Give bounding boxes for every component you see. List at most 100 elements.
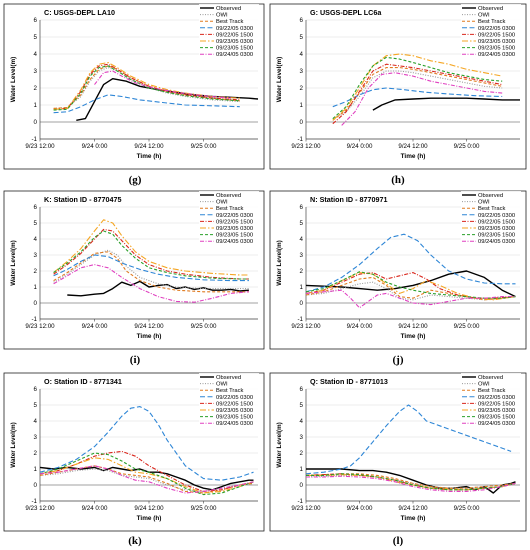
legend-entry: OWI bbox=[478, 13, 490, 19]
x-tick-label: 9/24 0:00 bbox=[347, 505, 373, 512]
series-line bbox=[53, 251, 249, 293]
series-line bbox=[306, 474, 516, 491]
series-line bbox=[305, 289, 516, 309]
y-tick-label: 3 bbox=[34, 68, 38, 75]
legend-entry: 09/23/05 1500 bbox=[216, 46, 253, 52]
y-tick-label: 5 bbox=[300, 220, 304, 227]
series-line bbox=[39, 450, 254, 492]
series-line bbox=[305, 272, 516, 299]
y-tick-label: 0 bbox=[300, 300, 304, 307]
legend-entry: 09/22/05 1500 bbox=[478, 401, 515, 407]
y-tick-label: 1 bbox=[300, 284, 304, 291]
chart-title: K: Station ID - 8770475 bbox=[44, 195, 122, 204]
x-tick-label: 9/25 0:00 bbox=[454, 505, 480, 512]
panel-label: (l) bbox=[393, 535, 404, 547]
series-line bbox=[341, 72, 503, 126]
series-line bbox=[53, 228, 249, 280]
series-line bbox=[53, 67, 240, 109]
chart-title: Q: Station ID - 8771013 bbox=[310, 377, 388, 386]
x-tick-label: 9/23 12:00 bbox=[25, 143, 55, 150]
legend-box bbox=[461, 4, 521, 59]
legend-entry: 09/23/05 0300 bbox=[216, 408, 253, 414]
series-line bbox=[305, 271, 516, 299]
y-tick-label: 1 bbox=[300, 102, 304, 109]
y-tick-label: 6 bbox=[300, 386, 304, 393]
series-line bbox=[305, 404, 512, 475]
series-line bbox=[305, 233, 516, 293]
x-axis-label: Time (h) bbox=[137, 333, 162, 340]
legend-entry: Observed bbox=[478, 193, 503, 199]
series-line bbox=[39, 452, 254, 496]
x-tick-label: 9/24 12:00 bbox=[134, 143, 164, 150]
legend-entry: Observed bbox=[216, 193, 241, 199]
x-tick-label: 9/25 0:00 bbox=[191, 323, 217, 330]
legend-box bbox=[461, 373, 521, 428]
legend-entry: Best Track bbox=[478, 388, 505, 394]
panel-label: (g) bbox=[129, 174, 142, 186]
legend-entry: Best Track bbox=[216, 388, 243, 394]
legend-box bbox=[199, 191, 259, 246]
legend-entry: Observed bbox=[216, 6, 241, 12]
chart-panel: G: USGS-DEPL LC6a -1 0 1 2 3 4 5 6 9/23 12:00 9/24… bbox=[269, 3, 527, 170]
y-tick-label: 4 bbox=[300, 51, 304, 58]
series-line bbox=[39, 406, 254, 481]
series-line bbox=[53, 94, 240, 114]
legend-entry: OWI bbox=[478, 200, 490, 206]
y-tick-label: 3 bbox=[34, 434, 38, 441]
legend-entry: 09/22/05 0300 bbox=[216, 395, 253, 401]
x-axis-label: Time (h) bbox=[137, 153, 162, 160]
legend-entry: Best Track bbox=[216, 206, 243, 212]
legend-entry: 09/23/05 0300 bbox=[478, 226, 515, 232]
chart-panel: C: USGS-DEPL LA10 -1 0 1 2 3 4 5 6 9/23 12:00 9/24… bbox=[3, 3, 265, 170]
chart-panel: N: Station ID - 8770971 -1 0 1 2 3 4 5 6 9/23 12:… bbox=[269, 190, 527, 350]
legend-entry: Best Track bbox=[216, 19, 243, 25]
y-tick-label: 1 bbox=[300, 466, 304, 473]
y-tick-label: 4 bbox=[34, 418, 38, 425]
y-tick-label: 0 bbox=[300, 119, 304, 126]
y-tick-label: 2 bbox=[34, 268, 38, 275]
legend-entry: 09/24/05 0300 bbox=[478, 52, 515, 58]
y-axis-label: Water Level(m) bbox=[10, 240, 17, 286]
y-tick-label: 5 bbox=[300, 402, 304, 409]
y-axis-label: Water Level(m) bbox=[276, 240, 283, 286]
y-tick-label: 5 bbox=[34, 402, 38, 409]
y-axis-label: Water Level(m) bbox=[276, 57, 283, 103]
legend-entry: Best Track bbox=[478, 206, 505, 212]
x-axis-label: Time (h) bbox=[401, 153, 426, 160]
series-line bbox=[53, 219, 249, 276]
chart-panel: K: Station ID - 8770475 -1 0 1 2 3 4 5 6 9/23 12:… bbox=[3, 190, 265, 350]
y-tick-label: 0 bbox=[34, 482, 38, 489]
chart-panel: O: Station ID - 8771341 -1 0 1 2 3 4 5 6 9/23 12:… bbox=[3, 372, 265, 532]
y-tick-label: -1 bbox=[297, 136, 303, 143]
y-tick-label: 4 bbox=[34, 51, 38, 58]
series-line bbox=[67, 280, 249, 297]
y-tick-label: -1 bbox=[31, 498, 37, 505]
x-tick-label: 9/24 0:00 bbox=[82, 505, 108, 512]
legend-entry: 09/23/05 1500 bbox=[216, 415, 253, 421]
y-tick-label: -1 bbox=[297, 498, 303, 505]
x-tick-label: 9/24 12:00 bbox=[398, 323, 428, 330]
legend-entry: 09/23/05 0300 bbox=[216, 226, 253, 232]
x-tick-label: 9/24 0:00 bbox=[347, 143, 373, 150]
legend-entry: OWI bbox=[216, 382, 228, 388]
legend-entry: Observed bbox=[216, 375, 241, 381]
series-line bbox=[306, 473, 516, 491]
series-line bbox=[39, 465, 254, 494]
x-tick-label: 9/24 0:00 bbox=[347, 323, 373, 330]
legend-box bbox=[199, 373, 259, 428]
series-line bbox=[53, 249, 249, 290]
y-tick-label: 0 bbox=[34, 119, 38, 126]
x-tick-label: 9/25 0:00 bbox=[191, 143, 217, 150]
x-axis-label: Time (h) bbox=[137, 515, 162, 522]
panel-label: (k) bbox=[128, 535, 142, 547]
panel-label: (i) bbox=[130, 354, 141, 366]
series-line bbox=[53, 63, 240, 110]
x-tick-label: 9/24 0:00 bbox=[82, 143, 108, 150]
y-tick-label: 3 bbox=[34, 252, 38, 259]
y-tick-label: 2 bbox=[34, 85, 38, 92]
y-tick-label: 3 bbox=[300, 252, 304, 259]
series-line bbox=[39, 457, 254, 494]
x-tick-label: 9/23 12:00 bbox=[25, 505, 55, 512]
y-tick-label: 6 bbox=[34, 17, 38, 24]
legend-entry: 09/23/05 0300 bbox=[478, 408, 515, 414]
